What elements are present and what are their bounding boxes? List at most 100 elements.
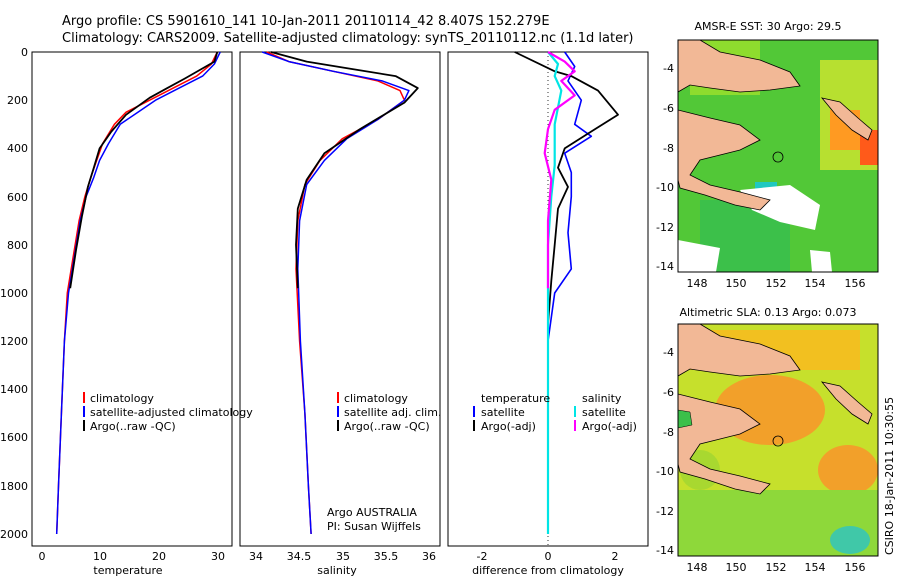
legend-label: Argo(-adj) [582,420,637,433]
xtick-label: 2 [612,550,619,563]
legend-swatch-argo [83,420,85,431]
legend-swatch-temp-satellite [473,406,475,417]
legend-swatch-argo [337,420,339,431]
map-sla-frame [677,323,879,557]
ytick-label: 1800 [0,480,28,493]
map-xtick: 150 [726,561,747,574]
map-ytick: -8 [663,142,674,155]
legend-label: satellite [582,406,626,419]
series-line-argo-raw-qc [270,51,419,289]
land-bougainville [820,97,873,141]
temperature-xlabel: temperature [93,564,162,577]
xtick-label: 34 [249,550,263,563]
ytick-label: 0 [21,46,28,59]
legend-temperature: climatology satellite-adjusted climatolo… [83,392,253,433]
panel-salinity-frame [239,51,441,547]
sst-missing-data [810,250,832,272]
xtick-label: -2 [477,550,488,563]
legend-label: satellite-adjusted climatology [90,406,253,419]
map-sla-title: Altimetric SLA: 0.13 Argo: 0.073 [679,306,856,319]
depth-axis-ticks: 0 200 400 600 800 1000 1200 1400 1600 18… [0,46,28,541]
legend-label: satellite adj. clim. [344,406,441,419]
map-ytick: -14 [656,260,674,273]
xtick-label: 0 [545,550,552,563]
footer-stamp: CSIRO 18-Jan-2011 10:30:55 [883,397,896,555]
legend-swatch-sal-argo [574,420,576,431]
figure-title-line2: Climatology: CARS2009. Satellite-adjuste… [62,31,634,46]
land-new-guinea [678,109,771,211]
legend-label: Argo(..raw -QC) [90,420,176,433]
map-sst [677,39,879,273]
map-xtick: 148 [687,561,708,574]
ytick-label: 600 [7,191,28,204]
xtick-label: 34.5 [287,550,312,563]
sla-patch [678,409,693,429]
map-xtick: 154 [805,277,826,290]
sst-warm-patch [860,130,878,165]
ytick-label: 800 [7,239,28,252]
map-sst-title: AMSR-E SST: 30 Argo: 29.5 [694,20,841,33]
map-sla [677,323,879,557]
ytick-label: 1200 [0,335,28,348]
series-line-temperature-argo-adj [514,51,619,325]
xtick-label: 0 [39,550,46,563]
credit-line2: PI: Susan Wijffels [327,520,421,533]
legend-salinity: climatology satellite adj. clim. Argo(..… [327,392,441,533]
map-ytick: -12 [656,505,674,518]
difference-xlabel: difference from climatology [472,564,624,577]
map-ytick: -10 [656,181,674,194]
argo-float-marker [772,435,784,447]
map-xtick: 148 [687,277,708,290]
legend-head-temperature: temperature [481,392,550,405]
land-new-britain [678,40,801,93]
ytick-label: 200 [7,94,28,107]
land-new-guinea [678,393,771,495]
series-line-salinity-argo-adj [543,51,576,289]
map-xtick: 150 [726,277,747,290]
series-line-temperature-satellite [547,51,593,534]
credit-line1: Argo AUSTRALIA [327,506,417,519]
figure-title-line1: Argo profile: CS 5901610_141 10-Jan-2011… [62,14,550,29]
legend-swatch-temp-argo [473,420,475,431]
argo-float-marker [772,151,784,163]
series-line-argo-raw-qc [69,51,219,289]
xtick-label: 35.5 [374,550,399,563]
map-xtick: 156 [845,561,866,574]
ytick-label: 1400 [0,383,28,396]
map-ytick: -6 [663,386,674,399]
sla-high-patch [818,445,878,495]
xtick-label: 20 [152,550,166,563]
map-ytick: -8 [663,426,674,439]
ytick-label: 2000 [0,528,28,541]
ytick-label: 1000 [0,287,28,300]
xtick-label: 30 [211,550,225,563]
map-xtick: 156 [845,277,866,290]
xtick-label: 35 [336,550,350,563]
map-ytick: -4 [663,346,674,359]
sla-low-patch [830,526,870,554]
legend-swatch-sal-satellite [574,406,576,417]
map-ytick: -12 [656,221,674,234]
legend-head-salinity: salinity [582,392,622,405]
ytick-label: 1600 [0,431,28,444]
profile-lines [55,51,619,535]
legend-label: climatology [344,392,408,405]
map-xtick: 154 [805,561,826,574]
legend-difference: temperature satellite Argo(-adj) salinit… [473,392,637,433]
map-sst-frame [677,39,879,273]
legend-label: Argo(-adj) [481,420,536,433]
xtick-label: 10 [93,550,107,563]
legend-label: climatology [90,392,154,405]
sst-missing-data [678,240,720,272]
map-ytick: -10 [656,465,674,478]
legend-swatch-climatology [337,392,339,403]
land-bougainville [820,381,873,425]
land-new-britain [678,324,801,377]
legend-swatch-satellite [337,406,339,417]
legend-swatch-satellite [83,406,85,417]
ytick-label: 400 [7,142,28,155]
map-xtick: 152 [766,561,787,574]
legend-label: Argo(..raw -QC) [344,420,430,433]
map-ytick: -6 [663,102,674,115]
